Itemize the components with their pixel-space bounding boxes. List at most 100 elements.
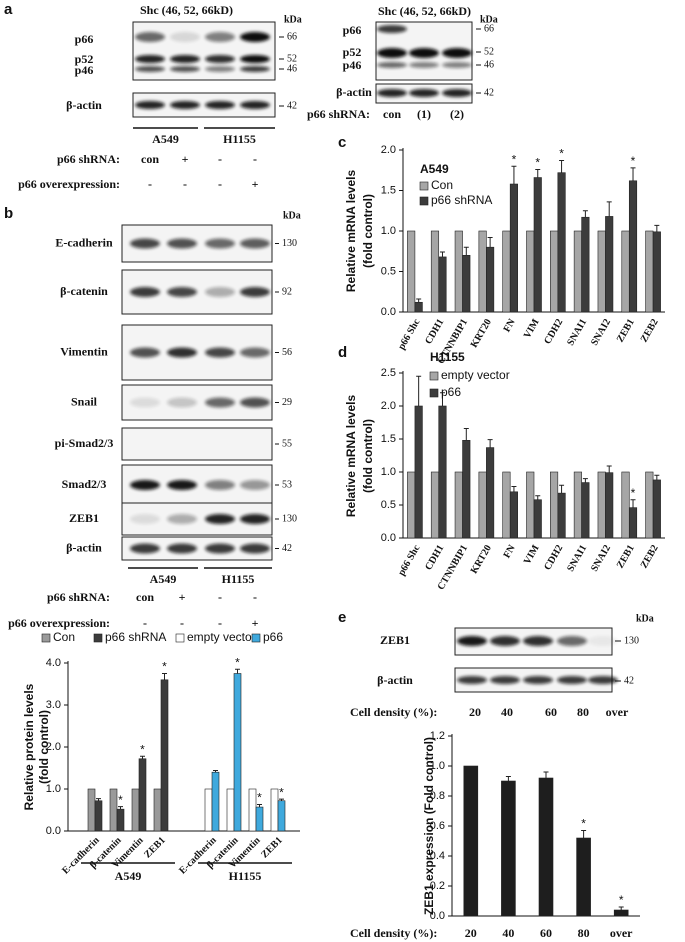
blot-band <box>409 62 439 68</box>
x-tick-label: CDH2 <box>542 543 565 572</box>
blot-band <box>490 636 520 646</box>
legend-label: Con <box>53 630 75 644</box>
bar <box>462 440 471 539</box>
y-tick-label: 1.5 <box>381 433 396 445</box>
kda-marker: 42 <box>484 87 494 98</box>
x-tick-label: FN <box>502 542 519 560</box>
legend-swatch <box>41 633 51 643</box>
kda-marker: 130 <box>624 635 639 646</box>
bar <box>414 405 423 539</box>
group-label: A549 <box>150 572 177 586</box>
blot-band <box>135 32 165 42</box>
y-axis-label: Relative mRNA levels <box>344 395 358 518</box>
lane-label: - <box>143 616 147 630</box>
error-bar <box>606 201 612 217</box>
kda-marker: 66 <box>287 31 297 42</box>
bar <box>533 499 542 539</box>
row-label: p66 shRNA: <box>47 590 110 604</box>
panel-label: c <box>338 134 346 151</box>
blot-band <box>205 238 235 249</box>
blot-band <box>205 514 235 524</box>
lane-label: con <box>141 152 159 166</box>
legend-swatch <box>251 633 261 643</box>
y-tick-label: 0.5 <box>381 265 396 277</box>
lane-label: - <box>148 177 152 191</box>
bar <box>226 788 235 832</box>
blot-frame <box>121 427 273 461</box>
error-bar <box>535 495 541 500</box>
error-bar <box>416 375 422 406</box>
blot-band <box>130 397 160 408</box>
group-label: H1155 <box>223 132 256 146</box>
error-bar <box>618 906 624 910</box>
y-tick-label: 1.0 <box>46 783 61 795</box>
blot-band <box>130 480 160 490</box>
panel-label: a <box>4 1 13 18</box>
bar <box>621 230 630 313</box>
blot-band <box>377 62 407 68</box>
kda-marker: 52 <box>287 53 297 64</box>
group-label: H1155 <box>229 869 262 883</box>
band-label: β-catenin <box>60 284 108 298</box>
blot-band <box>205 55 235 63</box>
kda-marker: 42 <box>282 543 292 554</box>
bar <box>621 471 630 539</box>
lane-label: (2) <box>450 107 464 121</box>
blot-band <box>135 55 165 63</box>
y-tick-label: 2.0 <box>381 400 396 412</box>
bar <box>550 230 559 313</box>
error-bar <box>463 246 469 256</box>
kda-marker: 46 <box>484 59 494 70</box>
blot-band <box>240 543 270 554</box>
blot-band <box>167 480 197 490</box>
lane-label: 40 <box>501 705 513 719</box>
legend-label: p66 shRNA <box>105 630 166 644</box>
legend-swatch <box>419 181 429 191</box>
x-tick-label: FN <box>502 316 519 334</box>
band-label: Vimentin <box>60 344 108 358</box>
bar <box>454 471 463 539</box>
blot-band <box>523 676 553 684</box>
error-bar <box>606 465 612 473</box>
panel-label: e <box>338 609 346 626</box>
kda-marker: 52 <box>484 46 494 57</box>
x-tick-label: SNAI1 <box>565 317 589 348</box>
error-bar <box>235 668 240 674</box>
lane-label: + <box>182 152 189 166</box>
error-bar <box>582 210 588 218</box>
significance: * <box>559 147 564 161</box>
bar <box>160 679 169 832</box>
blot-band <box>130 543 160 554</box>
lane-label: (1) <box>417 107 431 121</box>
bar <box>501 780 516 917</box>
bar <box>605 472 614 539</box>
band-label: β-actin <box>66 98 102 112</box>
bar <box>628 507 638 539</box>
x-tick-label: SNAI1 <box>565 543 589 574</box>
blot-band <box>170 32 200 42</box>
error-bar <box>543 771 549 778</box>
row-label: Cell density (%): <box>350 705 437 719</box>
lane-label: con <box>136 590 154 604</box>
row-label: p66 shRNA: <box>57 152 120 166</box>
blot-band <box>167 397 197 408</box>
x-tick-label: CDH1 <box>423 543 446 572</box>
error-bar <box>654 224 660 232</box>
y-axis-label: (fold control) <box>37 710 51 784</box>
bar <box>597 230 606 313</box>
blot-band <box>205 397 235 408</box>
bar <box>153 788 162 832</box>
bar <box>576 837 591 917</box>
blot-band <box>135 101 165 109</box>
error-bar <box>487 236 493 248</box>
kda-marker: 55 <box>282 438 292 449</box>
blot-band <box>442 89 472 97</box>
blot-band <box>457 676 487 684</box>
lane-label: - <box>218 590 222 604</box>
error-bar <box>511 486 517 492</box>
y-tick-label: 0.0 <box>46 825 61 837</box>
bar <box>486 246 495 313</box>
blot-band <box>130 347 160 358</box>
band-label: β-actin <box>336 85 372 99</box>
kda-marker: 66 <box>484 23 494 34</box>
